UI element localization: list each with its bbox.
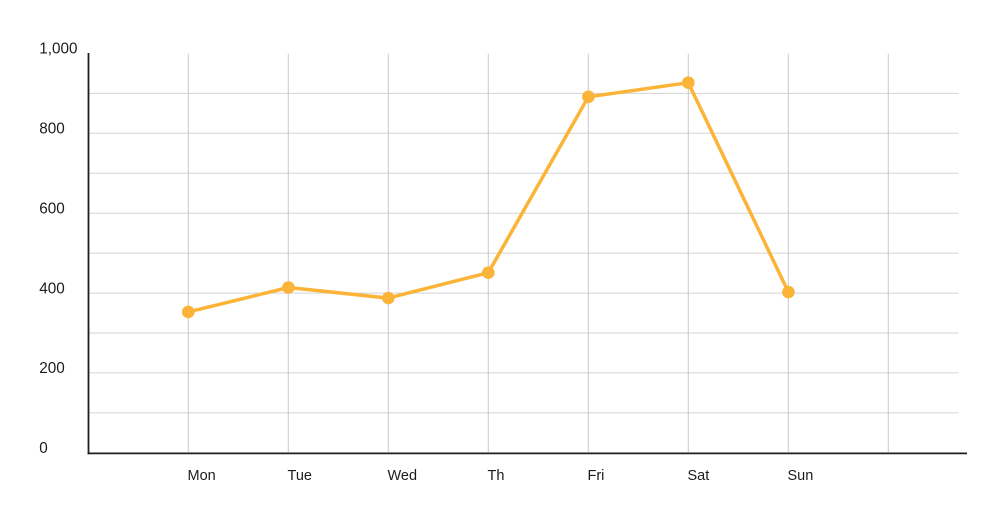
svg-text:Tue: Tue xyxy=(288,468,312,484)
svg-text:600: 600 xyxy=(39,201,65,218)
svg-text:800: 800 xyxy=(39,121,65,138)
svg-text:Th: Th xyxy=(488,468,505,484)
svg-text:1,000: 1,000 xyxy=(39,40,77,57)
svg-text:0: 0 xyxy=(39,440,48,457)
svg-text:400: 400 xyxy=(39,280,65,297)
svg-text:200: 200 xyxy=(39,360,65,377)
svg-text:Sun: Sun xyxy=(788,468,814,484)
svg-text:Wed: Wed xyxy=(388,468,418,484)
svg-text:Sat: Sat xyxy=(688,468,710,484)
svg-text:Mon: Mon xyxy=(188,468,216,484)
svg-text:Fri: Fri xyxy=(588,468,605,484)
